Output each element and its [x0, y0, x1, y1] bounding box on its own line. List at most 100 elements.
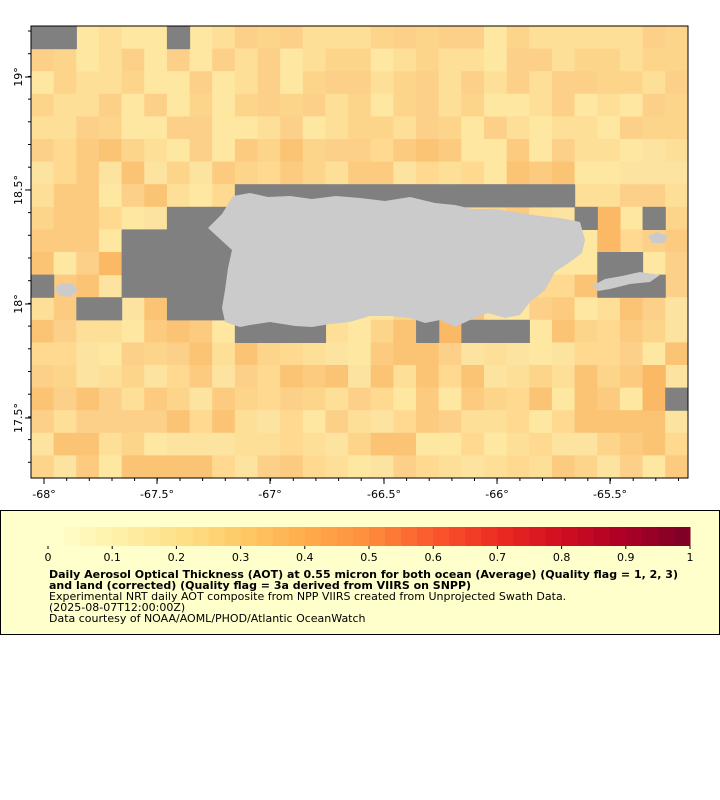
aot-cell: [416, 365, 440, 389]
aot-cell: [574, 455, 598, 479]
aot-cell: [53, 48, 77, 72]
legend-line-date: (2025-08-07T12:00:00Z): [49, 601, 186, 614]
aot-cell: [642, 184, 666, 208]
aot-cell: [234, 410, 259, 434]
aot-cell: [506, 342, 530, 366]
aot-cell: [619, 342, 644, 366]
aot-cell: [144, 387, 168, 411]
aot-cell: [144, 410, 168, 434]
colorbar-tick-label: 0.3: [232, 551, 250, 564]
aot-cell: [461, 116, 485, 140]
aot-cell: [416, 116, 440, 140]
no-data-cell: [53, 26, 77, 50]
aot-cell: [189, 93, 213, 117]
aot-cell: [348, 410, 372, 434]
aot-cell: [325, 365, 349, 389]
colorbar-tick-label: 0.2: [168, 551, 186, 564]
aot-cell: [98, 410, 123, 434]
aot-cell: [642, 319, 666, 343]
aot-cell: [76, 410, 100, 434]
aot-cell: [325, 71, 349, 95]
aot-cell: [348, 342, 372, 366]
aot-cell: [642, 26, 666, 50]
aot-cell: [438, 365, 462, 389]
colorbar-cell: [320, 527, 338, 546]
colorbar-tick-label: 0.4: [296, 551, 314, 564]
aot-cell: [438, 161, 462, 185]
aot-cell: [280, 26, 304, 50]
aot-cell: [76, 93, 100, 117]
no-data-cell: [76, 297, 100, 321]
aot-cell: [461, 71, 485, 95]
aot-cell: [189, 342, 213, 366]
aot-cell: [189, 319, 213, 343]
aot-cell: [461, 387, 485, 411]
colorbar-cell: [465, 527, 482, 546]
colorbar-cell: [529, 527, 547, 546]
aot-cell: [121, 26, 145, 50]
aot-cell: [76, 229, 100, 253]
colorbar-cell: [657, 527, 675, 546]
aot-cell: [529, 26, 553, 50]
aot-cell: [597, 184, 621, 208]
no-data-cell: [189, 252, 213, 276]
aot-cell: [257, 71, 281, 95]
colorbar-cell: [144, 527, 161, 546]
aot-cell: [302, 71, 327, 95]
no-data-cell: [144, 252, 168, 276]
colorbar-cell: [609, 527, 627, 546]
aot-cell: [438, 342, 462, 366]
aot-cell: [325, 161, 349, 185]
aot-cell: [529, 93, 553, 117]
aot-cell: [438, 432, 462, 456]
aot-cell: [189, 455, 213, 479]
aot-cell: [393, 161, 417, 185]
colorbar-cell: [673, 527, 691, 546]
aot-cell: [484, 387, 508, 411]
aot-cell: [98, 387, 123, 411]
aot-cell: [619, 26, 644, 50]
aot-cell: [53, 410, 77, 434]
aot-cell: [551, 342, 576, 366]
aot-cell: [370, 455, 394, 479]
aot-cell: [234, 93, 259, 117]
aot-cell: [76, 161, 100, 185]
no-data-cell: [189, 229, 213, 253]
aot-cell: [506, 48, 530, 72]
aot-cell: [416, 432, 440, 456]
aot-cell: [597, 432, 621, 456]
no-data-cell: [144, 229, 168, 253]
aot-cell: [302, 387, 327, 411]
aot-cell: [31, 229, 55, 253]
aot-cell: [31, 206, 55, 230]
aot-cell: [529, 365, 553, 389]
aot-cell: [393, 387, 417, 411]
aot-cell: [461, 432, 485, 456]
aot-cell: [393, 342, 417, 366]
aot-cell: [302, 365, 327, 389]
aot-cell: [212, 432, 236, 456]
aot-cell: [212, 48, 236, 72]
aot-cell: [53, 93, 77, 117]
aot-cell: [665, 432, 689, 456]
aot-cell: [551, 274, 576, 298]
aot-cell: [393, 410, 417, 434]
aot-cell: [212, 26, 236, 50]
colorbar-cell: [96, 527, 113, 546]
aot-cell: [665, 139, 689, 163]
aot-cell: [642, 71, 666, 95]
no-data-cell: [189, 206, 213, 230]
colorbar-cell: [336, 527, 354, 546]
aot-cell: [302, 48, 327, 72]
colorbar-cell: [224, 527, 242, 546]
aot-cell: [76, 71, 100, 95]
aot-cell: [144, 184, 168, 208]
aot-cell: [484, 93, 508, 117]
aot-cell: [31, 432, 55, 456]
aot-cell: [484, 432, 508, 456]
legend-panel: 0 0.1 0.2 0.3 0.4 0.5 0.6 0.7 0.8 0.9 1 Daily Aero…: [0, 510, 720, 635]
aot-cell: [144, 161, 168, 185]
aot-cell: [619, 455, 644, 479]
no-data-cell: [31, 274, 55, 298]
aot-cell: [574, 365, 598, 389]
